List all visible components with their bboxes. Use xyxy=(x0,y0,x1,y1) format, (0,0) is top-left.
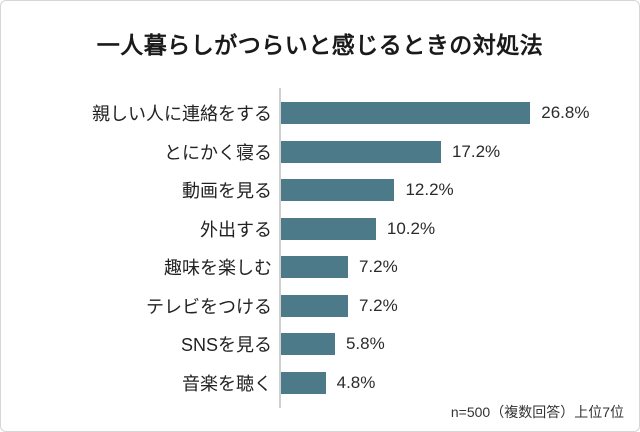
bar-area: 7.2% xyxy=(279,248,639,287)
category-label: とにかく寝る xyxy=(164,142,272,163)
bar-chart: 親しい人に連絡をする 26.8% とにかく寝る 17.2% 動画を見る 12.2% 外出する… xyxy=(1,88,639,408)
value-label: 12.2% xyxy=(405,180,454,200)
chart-row: とにかく寝る 17.2% xyxy=(1,133,639,172)
bar xyxy=(281,333,335,356)
category-label: 趣味を楽しむ xyxy=(164,258,272,279)
bar-area: 10.2% xyxy=(279,210,639,249)
chart-rows: 親しい人に連絡をする 26.8% とにかく寝る 17.2% 動画を見る 12.2% 外出する… xyxy=(1,94,639,402)
chart-row: 親しい人に連絡をする 26.8% xyxy=(1,94,639,133)
value-label: 7.2% xyxy=(358,295,398,315)
chart-row: テレビをつける 7.2% xyxy=(1,287,639,326)
chart-row: 趣味を楽しむ 7.2% xyxy=(1,248,639,287)
chart-row: 動画を見る 12.2% xyxy=(1,171,639,210)
value-label: 26.8% xyxy=(541,103,590,123)
value-label: 10.2% xyxy=(386,218,436,238)
bar xyxy=(281,102,531,125)
y-axis-line xyxy=(279,88,281,408)
value-label: 5.8% xyxy=(345,334,385,354)
bar-area: 4.8% xyxy=(279,364,639,403)
category-label: 音楽を聴く xyxy=(182,373,272,394)
bar xyxy=(281,217,376,240)
value-label: 17.2% xyxy=(451,141,501,161)
category-label: SNSを見る xyxy=(180,335,272,356)
bar-area: 7.2% xyxy=(279,287,639,326)
bar-area: 12.2% xyxy=(279,171,639,210)
category-label: 外出する xyxy=(200,219,272,240)
bar-area: 17.2% xyxy=(279,133,639,172)
bar xyxy=(281,371,326,394)
bar-area: 26.8% xyxy=(279,94,639,133)
chart-row: 音楽を聴く 4.8% xyxy=(1,364,639,403)
bar xyxy=(281,179,395,202)
value-label: 4.8% xyxy=(336,372,376,392)
bar xyxy=(281,140,441,163)
category-label: 親しい人に連絡をする xyxy=(92,104,272,125)
bar xyxy=(281,294,348,317)
chart-row: 外出する 10.2% xyxy=(1,210,639,249)
bar xyxy=(281,256,348,279)
category-label: テレビをつける xyxy=(146,296,272,317)
sample-size-note: n=500（複数回答）上位7位 xyxy=(450,404,624,420)
chart-title: 一人暮らしがつらいと感じるときの対処法 xyxy=(96,32,544,58)
value-label: 7.2% xyxy=(358,257,398,277)
bar-area: 5.8% xyxy=(279,325,639,364)
chart-row: SNSを見る 5.8% xyxy=(1,325,639,364)
category-label: 動画を見る xyxy=(182,181,272,202)
